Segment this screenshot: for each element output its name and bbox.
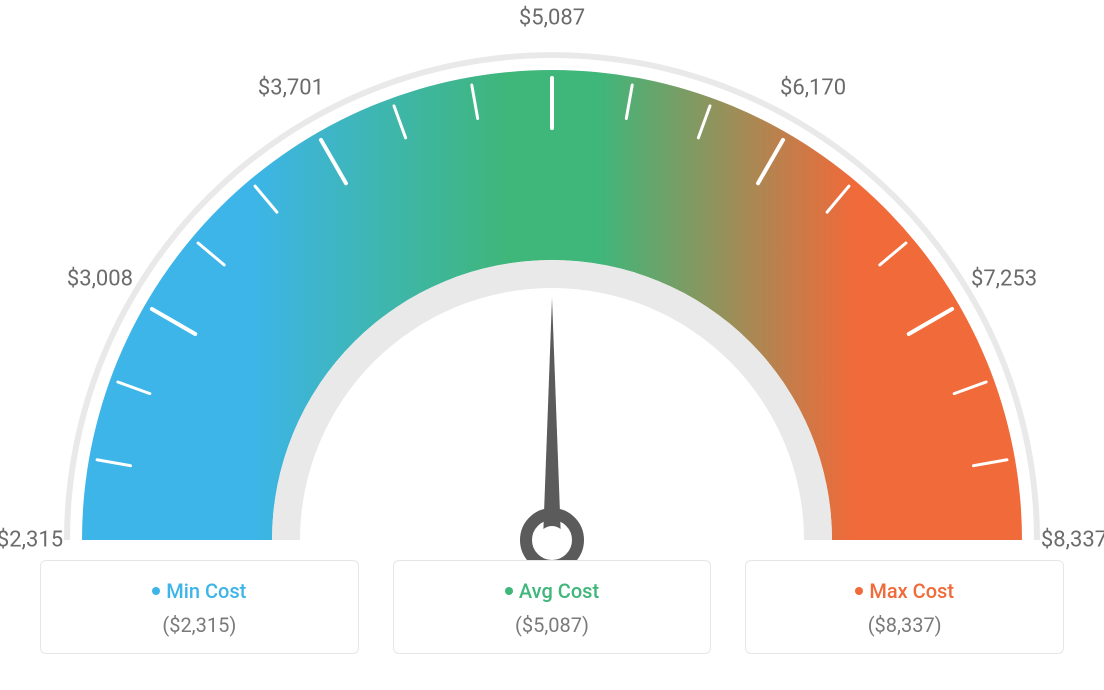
legend-title-avg: Avg Cost bbox=[404, 579, 701, 603]
legend-dot-min bbox=[152, 587, 160, 595]
legend-row: Min Cost ($2,315) Avg Cost ($5,087) Max … bbox=[0, 560, 1104, 654]
gauge-scale-label: $3,701 bbox=[258, 75, 324, 100]
gauge-scale-label: $8,337 bbox=[1041, 528, 1104, 553]
gauge-scale-label: $5,087 bbox=[519, 6, 585, 31]
legend-title-max: Max Cost bbox=[756, 579, 1053, 603]
legend-card-min: Min Cost ($2,315) bbox=[40, 560, 359, 654]
legend-title-text-min: Min Cost bbox=[166, 579, 246, 603]
legend-value-avg: ($5,087) bbox=[404, 613, 701, 637]
legend-title-min: Min Cost bbox=[51, 579, 348, 603]
legend-value-max: ($8,337) bbox=[756, 613, 1053, 637]
legend-value-min: ($2,315) bbox=[51, 613, 348, 637]
legend-card-avg: Avg Cost ($5,087) bbox=[393, 560, 712, 654]
legend-card-max: Max Cost ($8,337) bbox=[745, 560, 1064, 654]
gauge-container: $2,315 $3,008 $3,701 $5,087 $6,170 $7,253 $8,3… bbox=[0, 0, 1104, 560]
gauge-scale-label: $6,170 bbox=[780, 75, 846, 100]
gauge-scale-label: $7,253 bbox=[971, 266, 1037, 291]
gauge-chart bbox=[0, 0, 1104, 560]
legend-title-text-max: Max Cost bbox=[869, 579, 954, 603]
gauge-scale-label: $3,008 bbox=[67, 266, 133, 291]
legend-dot-avg bbox=[505, 587, 513, 595]
legend-dot-max bbox=[855, 587, 863, 595]
gauge-scale-label: $2,315 bbox=[0, 528, 63, 553]
legend-title-text-avg: Avg Cost bbox=[519, 579, 599, 603]
